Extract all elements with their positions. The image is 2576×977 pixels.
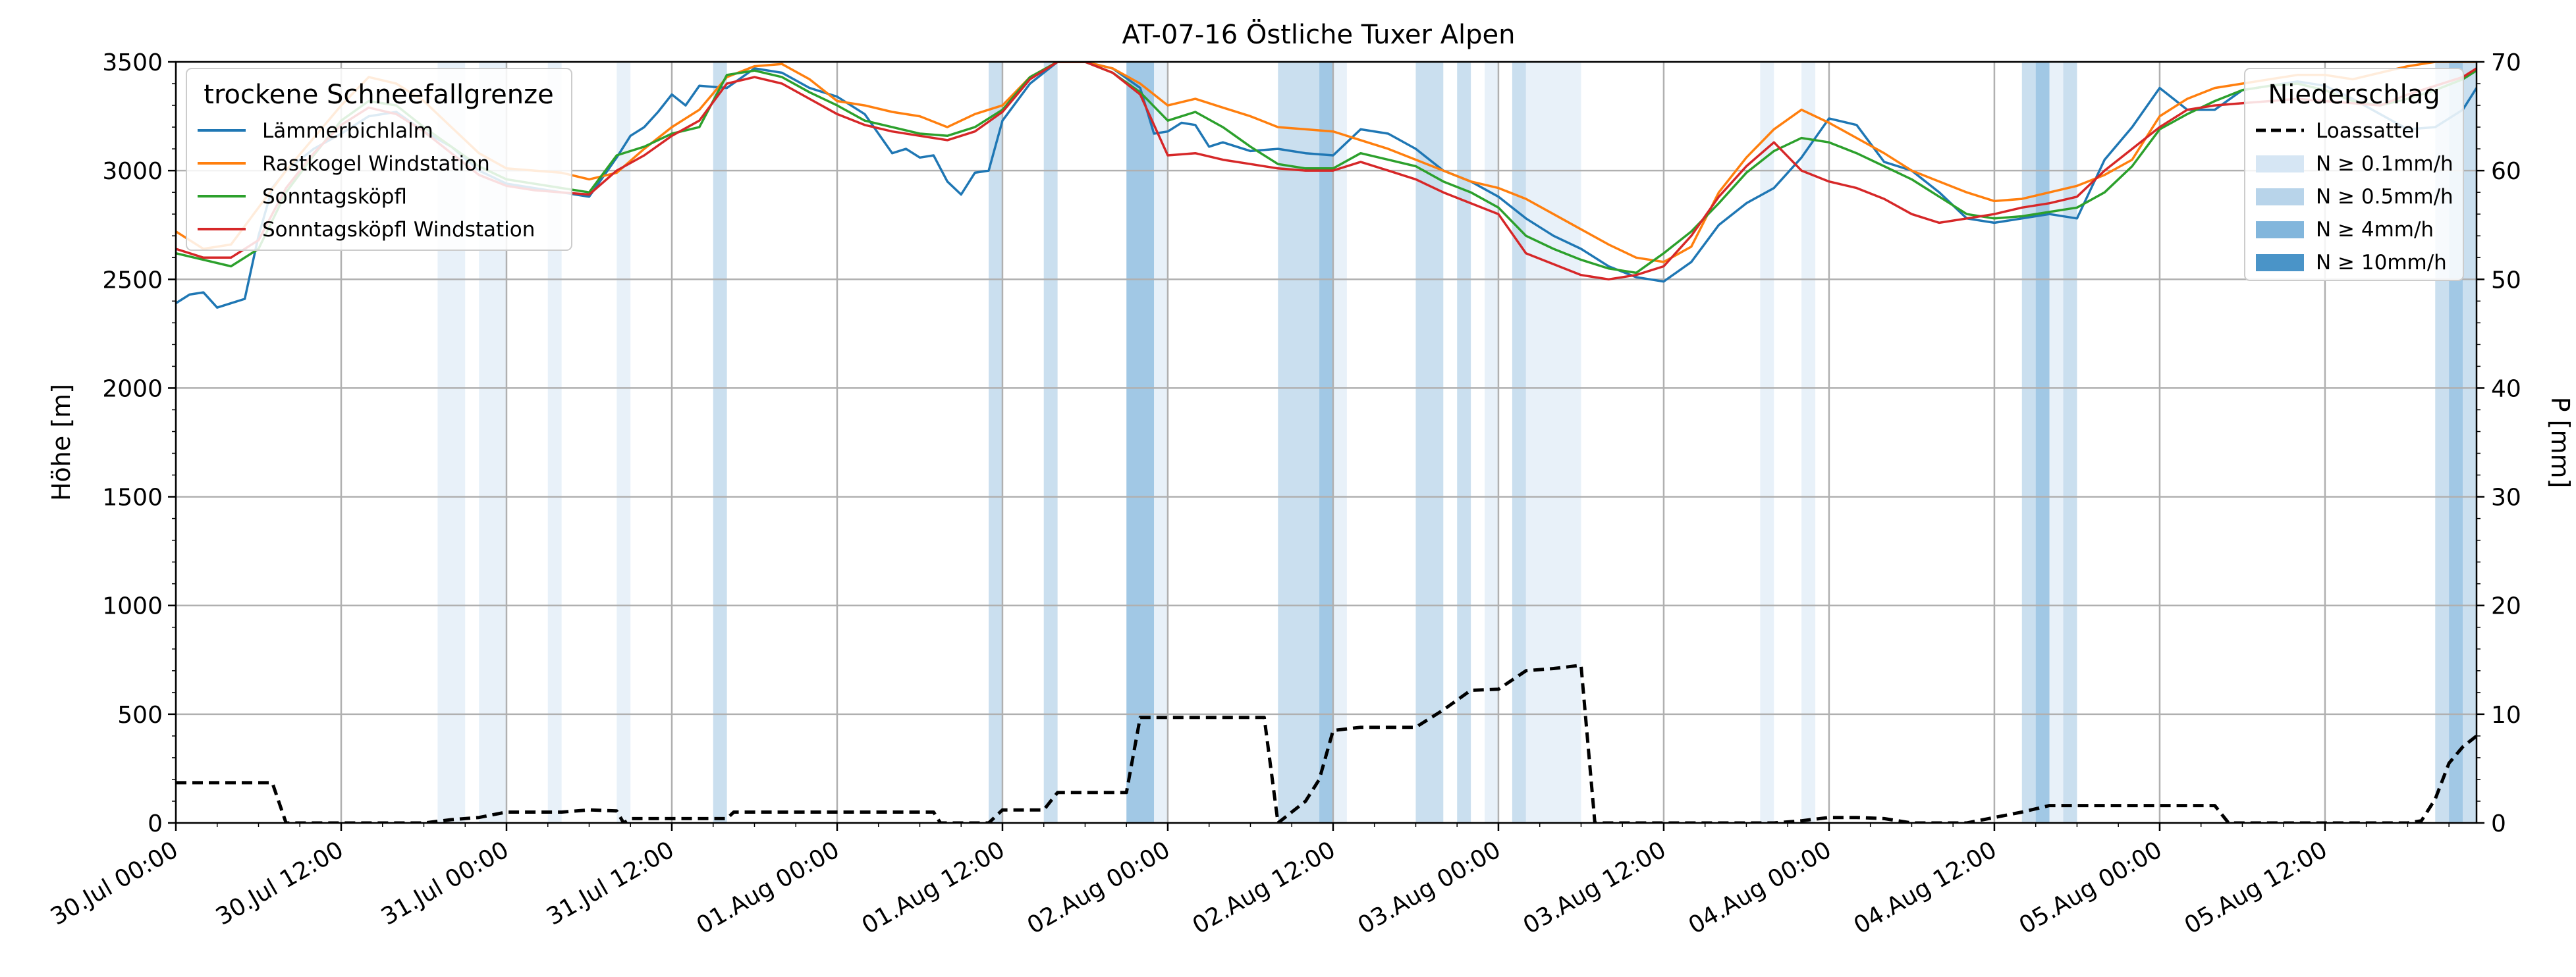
y2-tick-label: 20 (2491, 593, 2521, 620)
precip-band (1278, 62, 1320, 823)
legend-right: Niederschlag Loassattel N ≥ 0.1mm/h N ≥ 0… (2244, 68, 2464, 281)
precip-band (1043, 62, 1058, 823)
legend-precip-swatch (2256, 254, 2304, 271)
y2-tick-label: 40 (2491, 375, 2521, 402)
precip-band (1126, 62, 1155, 823)
legend-label: Sonntagsköpfl Windstation (262, 218, 535, 242)
y-tick-label: 500 (117, 702, 163, 729)
y2-tick-label: 60 (2491, 158, 2521, 185)
precip-band (1415, 62, 1444, 823)
y-tick-label: 1000 (102, 593, 163, 620)
y-tick-label: 2000 (102, 375, 163, 402)
precip-band (1801, 62, 1816, 823)
legend-precip-swatch (2256, 155, 2304, 172)
y2-tick-label: 30 (2491, 485, 2521, 512)
y-tick-label: 3500 (102, 49, 163, 76)
precip-band (617, 62, 631, 823)
y-axis-label: Höhe [m] (47, 384, 76, 501)
precip-band (2021, 62, 2036, 823)
y2-tick-label: 0 (2491, 810, 2506, 837)
legend-label-loassattel: Loassattel (2316, 119, 2420, 143)
y-tick-label: 0 (148, 810, 163, 837)
precip-band (1332, 62, 1347, 823)
chart-title: AT-07-16 Östliche Tuxer Alpen (1122, 18, 1515, 50)
precip-band (713, 62, 727, 823)
precip-band (1319, 62, 1333, 823)
precip-band (547, 62, 562, 823)
precip-band (2049, 62, 2064, 823)
y2-tick-label: 70 (2491, 49, 2521, 76)
precip-band (2063, 62, 2077, 823)
legend-label: Lämmerbichlalm (262, 119, 433, 143)
y-tick-label: 3000 (102, 158, 163, 185)
y2-tick-label: 10 (2491, 702, 2521, 729)
plot-frame (175, 61, 2478, 824)
legend-left: trockene Schneefallgrenze Lämmerbichlalm… (186, 68, 572, 251)
precip-band (989, 62, 1002, 823)
legend-label: Sonntagsköpfl (262, 185, 407, 209)
legend-right-title: Niederschlag (2268, 80, 2440, 110)
precip-band (1760, 62, 1774, 823)
legend-precip-label: N ≥ 4mm/h (2316, 218, 2434, 242)
precip-band (1512, 62, 1526, 823)
y-tick-label: 2500 (102, 267, 163, 294)
precip-band (1525, 62, 1581, 823)
legend-label: Rastkogel Windstation (262, 152, 490, 176)
legend-precip-swatch (2256, 221, 2304, 238)
y2-tick-label: 50 (2491, 267, 2521, 294)
legend-precip-label: N ≥ 10mm/h (2316, 251, 2447, 275)
precip-band (2463, 62, 2477, 823)
precip-band (1457, 62, 1471, 823)
legend-left-title: trockene Schneefallgrenze (204, 80, 553, 110)
legend-precip-label: N ≥ 0.5mm/h (2316, 185, 2453, 209)
precip-band (1485, 62, 1498, 823)
precip-band (2035, 62, 2050, 823)
legend-precip-swatch (2256, 188, 2304, 205)
y2-axis-label: P [mm] (2546, 397, 2575, 488)
precip-band (1154, 62, 1168, 823)
legend-precip-label: N ≥ 0.1mm/h (2316, 152, 2453, 176)
y-tick-label: 1500 (102, 485, 163, 512)
legend-left-frame (186, 68, 572, 251)
